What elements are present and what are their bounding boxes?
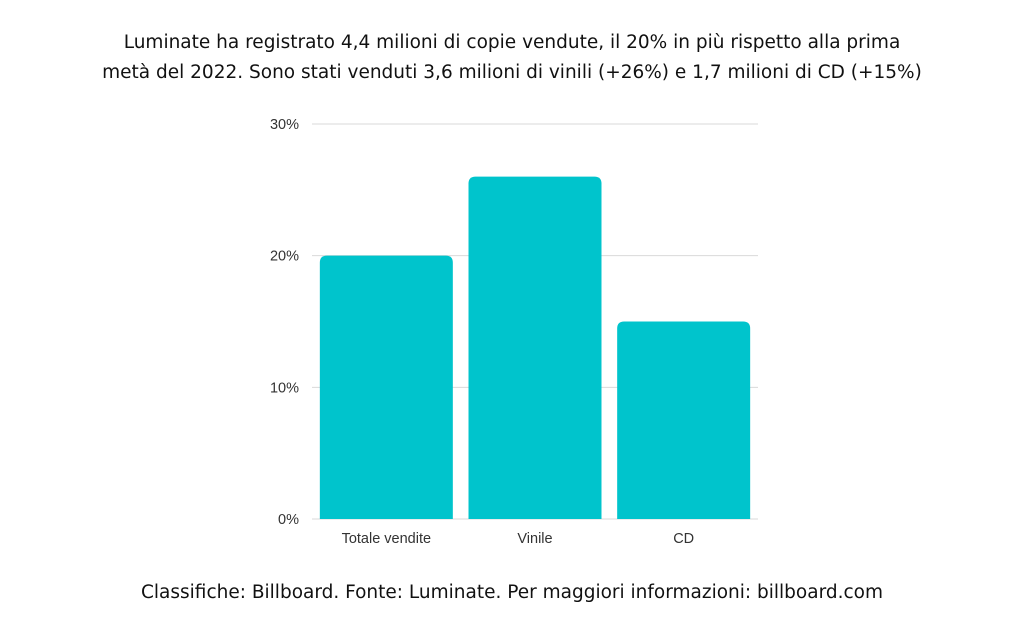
- bar-totale-vendite: [319, 255, 453, 519]
- bars: [319, 176, 751, 519]
- source-footer: Classifiche: Billboard. Fonte: Luminate.…: [140, 582, 883, 603]
- chart-title-line-1: Luminate ha registrato 4,4 milioni di co…: [123, 32, 901, 53]
- y-tick-label: 20%: [270, 249, 299, 265]
- x-tick-label: Vinile: [517, 531, 552, 547]
- bar-vinile: [468, 176, 602, 519]
- bar-cd: [617, 321, 751, 519]
- y-tick-label: 0%: [278, 512, 299, 528]
- chart-title: Luminate ha registrato 4,4 milioni di co…: [40, 28, 984, 88]
- chart-title-line-2: metà del 2022. Sono stati venduti 3,6 mi…: [102, 62, 922, 83]
- x-tick-label: CD: [673, 531, 694, 547]
- x-axis-tick-labels: Totale vendite Vinile CD: [342, 531, 695, 547]
- y-tick-label: 30%: [270, 117, 299, 133]
- y-axis-tick-labels: 0% 10% 20% 30%: [270, 117, 299, 528]
- y-tick-label: 10%: [270, 380, 299, 396]
- x-tick-label: Totale vendite: [342, 531, 431, 547]
